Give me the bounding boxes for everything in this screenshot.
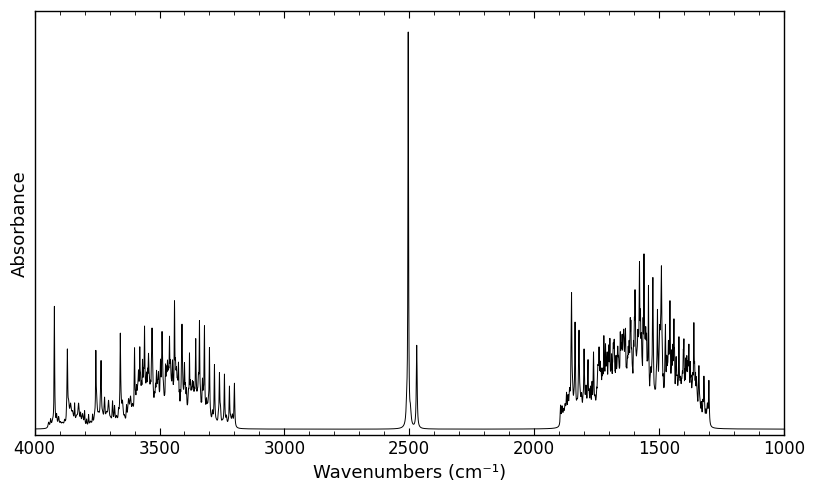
Y-axis label: Absorbance: Absorbance — [11, 170, 29, 277]
X-axis label: Wavenumbers (cm⁻¹): Wavenumbers (cm⁻¹) — [313, 464, 506, 482]
